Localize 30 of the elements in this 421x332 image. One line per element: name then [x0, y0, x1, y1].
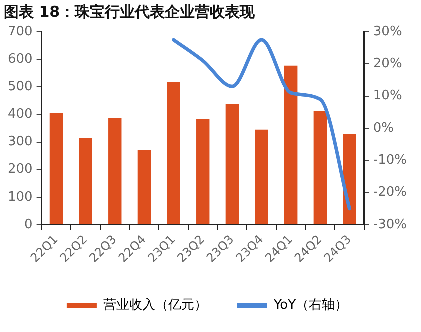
- bar: [314, 111, 328, 224]
- y2-tick-label: 30%: [373, 24, 402, 40]
- bar: [196, 119, 210, 224]
- y-tick-label: 200: [8, 162, 33, 178]
- legend-label: 营业收入（亿元）: [103, 298, 208, 313]
- line-series: [172, 38, 352, 211]
- bar: [343, 134, 356, 224]
- y-tick-label: 0: [24, 217, 33, 232]
- y2-tick-label: -30%: [373, 217, 408, 232]
- bar: [138, 150, 152, 224]
- y-tick-label: 300: [8, 134, 33, 150]
- chart-title: 图表 18：珠宝行业代表企业营收表现: [4, 2, 256, 21]
- bar: [108, 118, 122, 224]
- bar: [255, 130, 268, 224]
- bar: [226, 104, 240, 224]
- y2-tick-label: 20%: [373, 56, 402, 72]
- y2-tick-label: -20%: [373, 185, 408, 200]
- y2-tick-label: -10%: [373, 153, 408, 168]
- y-tick-label: 600: [8, 52, 33, 67]
- legend-label: YoY（右轴）: [272, 298, 348, 313]
- bar: [79, 138, 92, 224]
- bar: [167, 82, 180, 224]
- y-tick-label: 400: [8, 107, 33, 122]
- y2-tick-label: 10%: [373, 88, 402, 104]
- y2-tick-label: 0%: [373, 120, 394, 136]
- y-tick-label: 700: [8, 24, 33, 40]
- y-tick-label: 100: [8, 190, 33, 205]
- bar: [50, 113, 64, 224]
- bar: [284, 66, 298, 224]
- y-tick-label: 500: [8, 80, 33, 94]
